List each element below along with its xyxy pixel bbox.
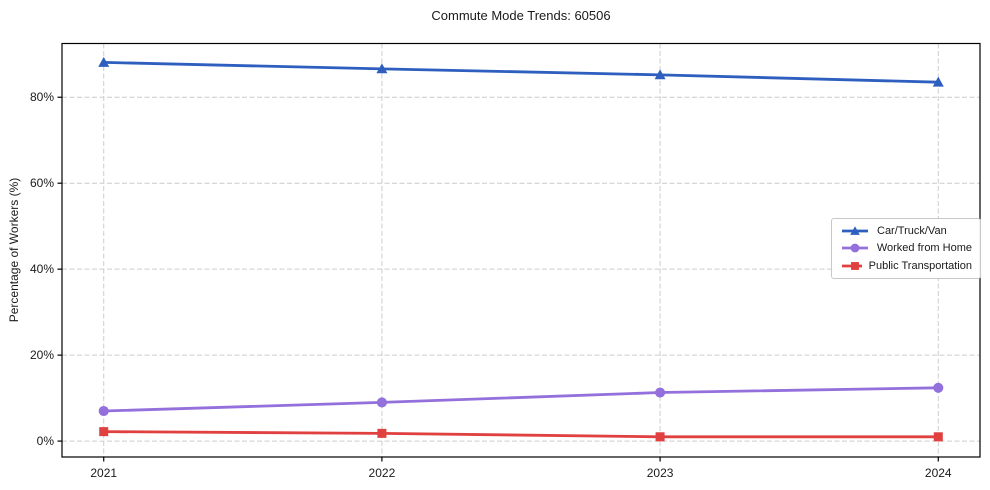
legend: Car/Truck/Van Worked from Home Public Tran… bbox=[831, 218, 981, 279]
y-tick-label: 0% bbox=[37, 434, 55, 448]
legend-item: Public Transportation bbox=[840, 258, 972, 274]
x-tick-label: 2022 bbox=[369, 466, 396, 480]
x-tick-label: 2021 bbox=[90, 466, 117, 480]
series-worked-from-home bbox=[98, 382, 944, 417]
data-point-worked-from-home bbox=[376, 397, 387, 408]
series-line-car-truck-van bbox=[102, 61, 940, 84]
data-point-car-truck-van bbox=[932, 76, 944, 87]
data-point-worked-from-home bbox=[655, 387, 666, 398]
legend-label: Worked from Home bbox=[876, 242, 972, 255]
legend-label: Car/Truck/Van bbox=[877, 224, 947, 237]
legend-marker bbox=[851, 262, 859, 271]
legend-triangle-icon bbox=[842, 226, 868, 235]
data-point-public-transportation bbox=[377, 428, 387, 438]
legend-marker bbox=[850, 244, 860, 253]
series-car-truck-van bbox=[98, 56, 944, 87]
series-public-transportation bbox=[99, 427, 943, 442]
series-line-public-transportation bbox=[102, 430, 940, 439]
data-point-car-truck-van bbox=[98, 56, 110, 67]
legend-item: Car/Truck/Van bbox=[840, 223, 972, 239]
data-point-car-truck-van bbox=[376, 63, 388, 74]
data-point-car-truck-van bbox=[654, 69, 666, 80]
series-line-worked-from-home bbox=[102, 386, 940, 413]
data-point-public-transportation bbox=[655, 432, 665, 442]
legend-marker bbox=[850, 226, 860, 235]
legend-item: Worked from Home bbox=[840, 240, 972, 256]
y-tick-label: 60% bbox=[30, 176, 54, 190]
y-tick-label: 40% bbox=[30, 262, 54, 276]
y-tick-label: 80% bbox=[30, 90, 54, 104]
legend-label: Public Transportation bbox=[868, 260, 972, 273]
x-tick-label: 2023 bbox=[647, 466, 674, 480]
legend-circle-icon bbox=[842, 244, 868, 253]
x-tick-label: 2024 bbox=[925, 466, 952, 480]
chart-title: Commute Mode Trends: 60506 bbox=[431, 8, 611, 23]
data-point-worked-from-home bbox=[98, 405, 109, 417]
data-point-public-transportation bbox=[933, 432, 943, 442]
data-point-public-transportation bbox=[99, 427, 109, 437]
legend-square-icon bbox=[842, 262, 862, 271]
y-tick-label: 20% bbox=[30, 348, 54, 362]
data-point-worked-from-home bbox=[933, 382, 944, 393]
